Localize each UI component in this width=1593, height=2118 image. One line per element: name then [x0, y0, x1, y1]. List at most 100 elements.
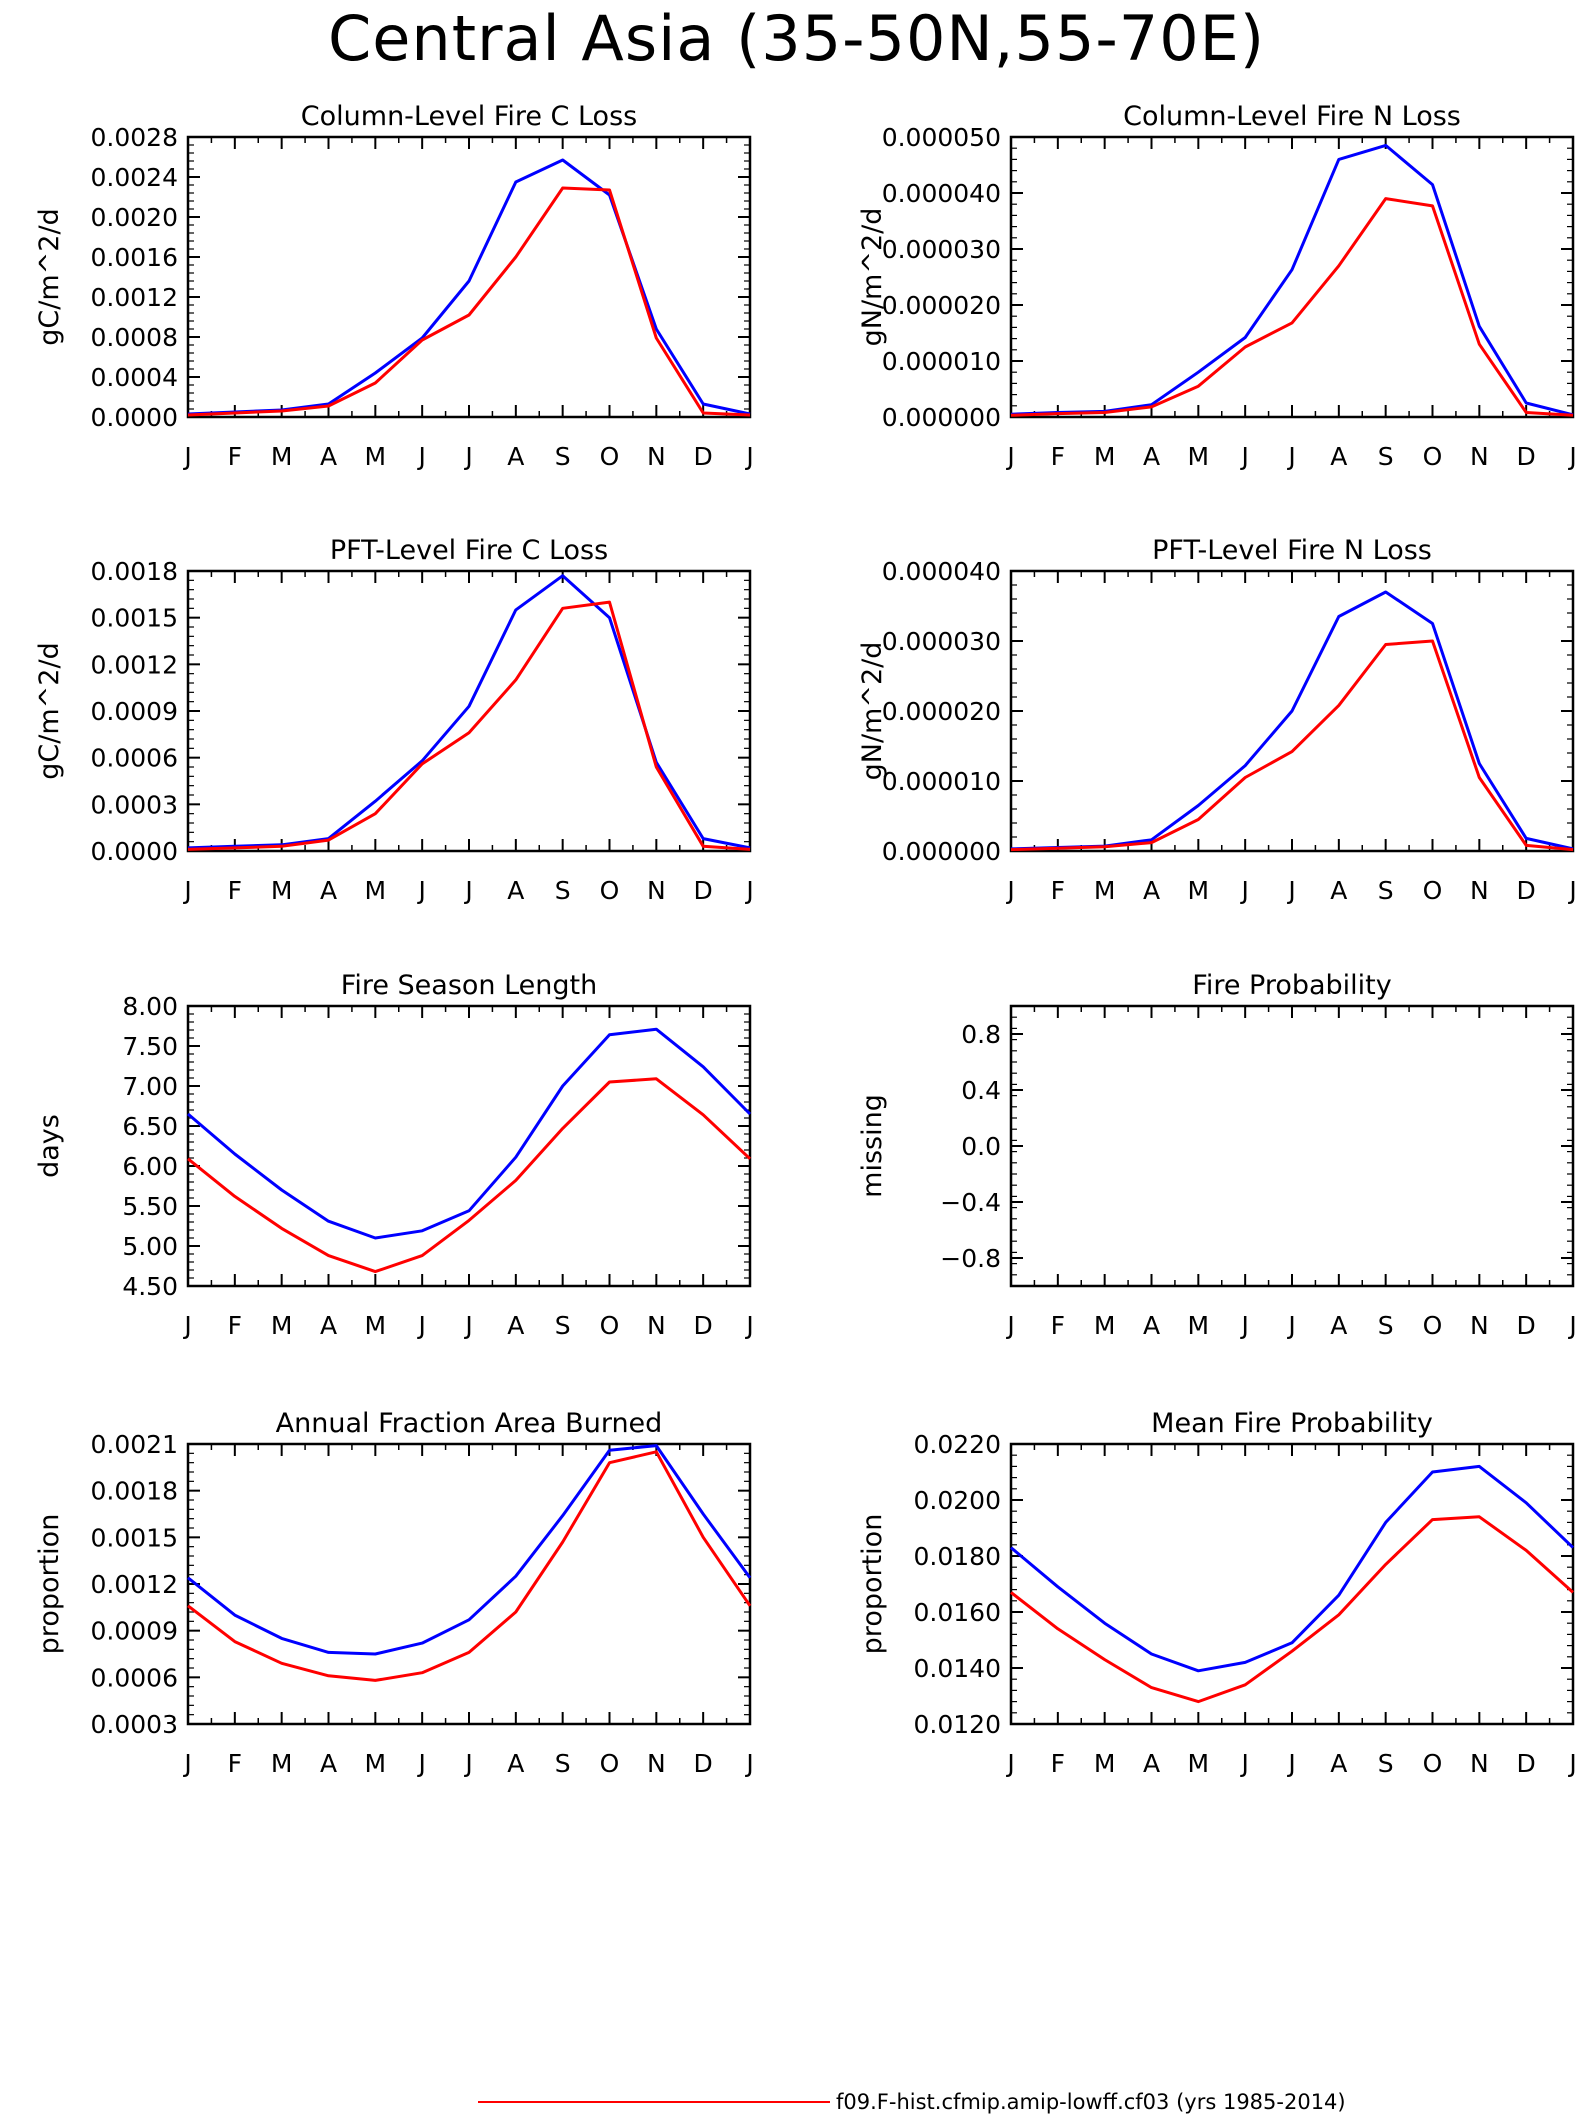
y-tick-label: 0.0003	[91, 1710, 178, 1739]
x-tick-label: A	[1143, 876, 1160, 905]
y-tick-label: 0.0200	[914, 1486, 1001, 1515]
chart-title: PFT-Level Fire C Loss	[330, 535, 608, 566]
x-tick-label: J	[1567, 876, 1576, 905]
chart-panel-4: J F M A M J J A S O N D J0.0000000.0000100.0000200.0…	[857, 535, 1577, 905]
chart-panel-8: J F M A M J J A S O N D J0.01200.01400.01600.01800.0…	[857, 1408, 1577, 1778]
x-tick-label: F	[1051, 876, 1065, 905]
x-tick-label: M	[1094, 1311, 1116, 1340]
y-tick-label: 8.00	[122, 992, 178, 1021]
x-tick-label: N	[1470, 876, 1489, 905]
x-tick-label: A	[1143, 442, 1160, 471]
x-tick-label: J	[416, 442, 425, 471]
series-line-red	[1010, 639, 1574, 852]
x-tick-label: D	[1517, 1749, 1536, 1778]
y-tick-label: 0.000040	[882, 179, 1001, 208]
series-line-red	[187, 1450, 752, 1682]
y-tick-label: 0.0028	[91, 123, 178, 152]
x-tick-label: A	[1330, 1311, 1347, 1340]
y-axis-label: days	[34, 1114, 65, 1178]
y-tick-label: 0.0016	[91, 243, 178, 272]
x-tick-label: A	[507, 1311, 524, 1340]
y-tick-label: 0.0015	[91, 1523, 178, 1552]
x-tick-label: F	[228, 442, 242, 471]
x-tick-label: J	[416, 1749, 425, 1778]
y-tick-label: 0.0018	[91, 557, 178, 586]
y-tick-label: 0.0009	[91, 1617, 178, 1646]
series-line-blue	[1010, 590, 1574, 851]
y-tick-label: 0.000040	[882, 557, 1001, 586]
y-tick-label: 5.00	[122, 1232, 178, 1261]
x-tick-label: J	[463, 1311, 472, 1340]
chart-title: Fire Probability	[1192, 970, 1392, 1001]
x-tick-label: J	[1239, 1749, 1248, 1778]
y-axis-label: gN/m^2/d	[857, 642, 888, 781]
series-line-red	[187, 186, 751, 417]
y-tick-label: 0.0120	[914, 1710, 1001, 1739]
chart-title: Annual Fraction Area Burned	[276, 1408, 663, 1439]
x-tick-label: F	[228, 1749, 242, 1778]
x-tick-label: M	[365, 876, 387, 905]
x-tick-label: J	[1239, 1311, 1248, 1340]
x-tick-label: J	[463, 442, 472, 471]
x-tick-label: J	[744, 1311, 753, 1340]
x-tick-label: A	[320, 442, 337, 471]
x-tick-label: O	[1423, 876, 1443, 905]
x-tick-label: J	[1239, 876, 1248, 905]
x-tick-label: J	[463, 876, 472, 905]
x-tick-label: A	[507, 1749, 524, 1778]
y-tick-label: 0.000020	[882, 291, 1001, 320]
x-tick-label: S	[555, 442, 571, 471]
x-tick-label: S	[1378, 1749, 1394, 1778]
x-tick-label: M	[1188, 1749, 1210, 1778]
plot-frame	[186, 1004, 752, 1288]
series-line-blue	[187, 1444, 752, 1656]
x-tick-label: M	[1188, 1311, 1210, 1340]
chart-title: Column-Level Fire C Loss	[301, 101, 637, 132]
y-tick-label: 0.0012	[91, 283, 178, 312]
x-tick-label: J	[744, 442, 753, 471]
x-tick-label: A	[507, 442, 524, 471]
y-tick-label: 0.000000	[882, 403, 1001, 432]
x-tick-label: J	[182, 442, 191, 471]
chart-panel-5: J F M A M J J A S O N D J4.505.005.506.006.507.007.5…	[34, 970, 754, 1340]
chart-panel-3: J F M A M J J A S O N D J0.00000.00030.00060.00090.0…	[34, 535, 754, 905]
y-tick-label: −0.8	[940, 1244, 1001, 1273]
x-tick-label: J	[1286, 1749, 1295, 1778]
y-tick-label: 7.50	[122, 1032, 178, 1061]
x-tick-label: S	[1378, 442, 1394, 471]
y-tick-label: 0.000030	[882, 627, 1001, 656]
x-tick-label: D	[1517, 442, 1536, 471]
y-tick-label: 0.0018	[91, 1477, 178, 1506]
y-tick-label: 6.50	[122, 1112, 178, 1141]
y-tick-label: 0.8	[961, 1020, 1001, 1049]
x-tick-label: S	[555, 1749, 571, 1778]
x-tick-label: J	[1286, 442, 1295, 471]
x-tick-label: D	[694, 1749, 713, 1778]
chart-panel-7: J F M A M J J A S O N D J0.00030.00060.00090.00120.0…	[34, 1408, 754, 1778]
y-tick-label: 0.0012	[91, 650, 178, 679]
y-tick-label: 0.0006	[91, 744, 178, 773]
x-tick-label: M	[365, 1311, 387, 1340]
y-axis-label: proportion	[34, 1514, 65, 1655]
series-line-red	[187, 600, 751, 851]
x-tick-label: J	[744, 876, 753, 905]
y-tick-label: 0.0000	[91, 837, 178, 866]
y-tick-label: 6.00	[122, 1152, 178, 1181]
x-tick-label: M	[1094, 442, 1116, 471]
x-tick-label: M	[271, 1749, 293, 1778]
series-line-red	[1010, 197, 1574, 417]
x-tick-label: J	[182, 876, 191, 905]
y-tick-label: 0.0015	[91, 604, 178, 633]
x-tick-label: J	[182, 1311, 191, 1340]
plot-frame	[1009, 1004, 1575, 1288]
x-tick-label: A	[320, 1311, 337, 1340]
x-tick-label: D	[694, 1311, 713, 1340]
x-tick-label: A	[1330, 876, 1347, 905]
plot-frame	[1009, 135, 1575, 419]
y-tick-label: 7.00	[122, 1072, 178, 1101]
x-tick-label: M	[1094, 876, 1116, 905]
x-tick-label: M	[365, 1749, 387, 1778]
x-tick-label: N	[647, 442, 666, 471]
